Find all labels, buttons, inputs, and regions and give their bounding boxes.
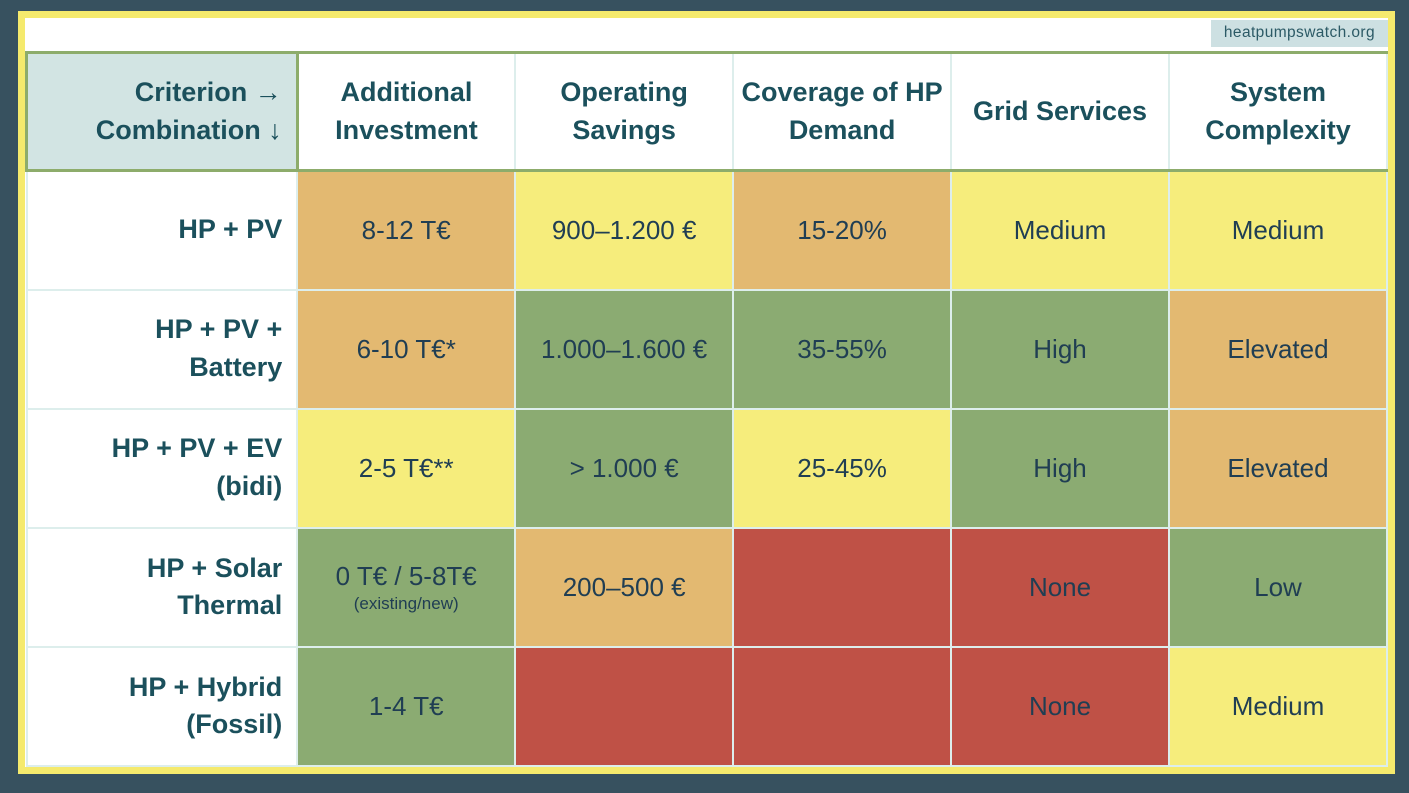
value-cell: Elevated	[1167, 407, 1388, 529]
row-label: HP + Hybrid (Fossil)	[25, 645, 299, 767]
table-row: HP + PV + Battery 6-10 T€* 1.000–1.600 €35-…	[25, 288, 1388, 410]
value-cell: High	[950, 407, 1170, 529]
criterion-header: Grid Services	[950, 51, 1170, 172]
row-label: HP + Solar Thermal	[25, 526, 299, 648]
value-cell: 15-20%	[732, 169, 953, 291]
value-cell	[732, 645, 953, 767]
value-cell: 0 T€ / 5-8T€ (existing/new)	[296, 526, 517, 648]
top-bar: heatpumpswatch.org	[25, 18, 1388, 51]
value-cell: Elevated	[1167, 288, 1388, 410]
value-cell: Medium	[950, 169, 1170, 291]
value-cell: 1-4 T€	[296, 645, 517, 767]
table-row: HP + PV 8-12 T€ 900–1.200 €15-20% Medium Med…	[25, 169, 1388, 291]
corner-line-1: Criterion →	[134, 76, 282, 107]
site-badge: heatpumpswatch.org	[1210, 20, 1388, 47]
criterion-header: Operating Savings	[514, 51, 735, 172]
table-row: HP + Solar Thermal 0 T€ / 5-8T€ (existing/n…	[25, 526, 1388, 648]
value-cell: 1.000–1.600 €	[514, 288, 735, 410]
criterion-header: Additional Investment	[296, 51, 517, 172]
table-row: HP + Hybrid (Fossil) 1-4 T€ None Medium	[25, 645, 1388, 767]
value-cell: Medium	[1167, 169, 1388, 291]
corner-line-2: Combination ↓	[95, 114, 282, 145]
value-cell: 6-10 T€*	[296, 288, 517, 410]
value-cell: 200–500 €	[514, 526, 735, 648]
row-label: HP + PV + EV (bidi)	[25, 407, 299, 529]
comparison-table: Criterion → Combination ↓ Additional Inv…	[25, 51, 1388, 767]
corner-cell: Criterion → Combination ↓	[25, 51, 299, 172]
value-cell: None	[950, 526, 1170, 648]
value-cell: 8-12 T€	[296, 169, 517, 291]
value-cell	[514, 645, 735, 767]
criterion-header: Coverage of HP Demand	[732, 51, 953, 172]
value-cell: High	[950, 288, 1170, 410]
criterion-header: System Complexity	[1167, 51, 1388, 172]
value-cell: 25-45%	[732, 407, 953, 529]
value-cell: > 1.000 €	[514, 407, 735, 529]
value-cell	[732, 526, 953, 648]
value-subtext: (existing/new)	[353, 593, 459, 613]
criteria-row: Criterion → Combination ↓ Additional Inv…	[25, 51, 1388, 172]
row-label: HP + PV	[25, 169, 299, 291]
value-cell: Medium	[1167, 645, 1388, 767]
card: heatpumpswatch.org Criterion → Combinati…	[18, 11, 1395, 774]
value-cell: None	[950, 645, 1170, 767]
table-row: HP + PV + EV (bidi) 2-5 T€** > 1.000 €25-45…	[25, 407, 1388, 529]
value-cell: 2-5 T€**	[296, 407, 517, 529]
value-cell: 35-55%	[732, 288, 953, 410]
row-label: HP + PV + Battery	[25, 288, 299, 410]
value-cell: Low	[1167, 526, 1388, 648]
value-cell: 900–1.200 €	[514, 169, 735, 291]
